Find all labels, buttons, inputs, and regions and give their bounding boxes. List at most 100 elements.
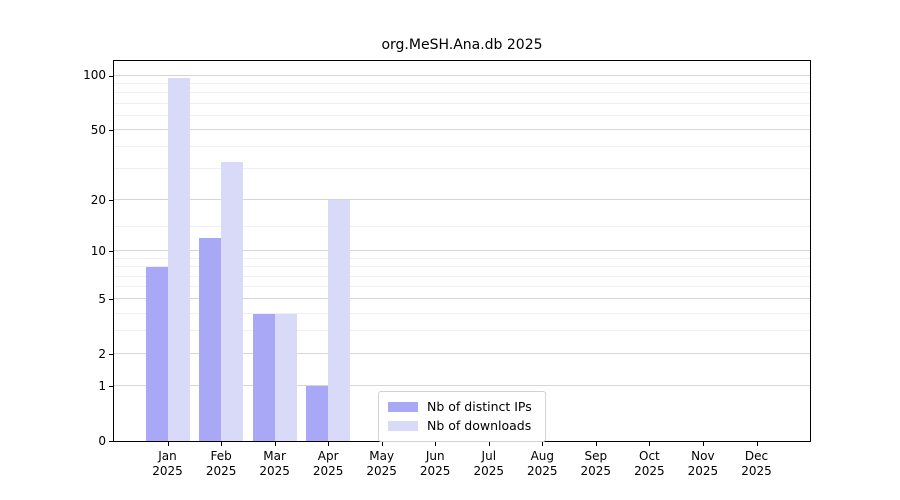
x-tick-label: Aug 2025 bbox=[510, 449, 574, 479]
major-gridline bbox=[114, 250, 810, 252]
plot-area: Nb of distinct IPs Nb of downloads bbox=[113, 60, 811, 442]
y-tick-mark bbox=[109, 299, 113, 301]
minor-gridline bbox=[114, 266, 810, 268]
minor-gridline bbox=[114, 286, 810, 288]
bar-distinct-ips bbox=[199, 238, 222, 441]
x-tick-label: Jun 2025 bbox=[403, 449, 467, 479]
minor-gridline bbox=[114, 114, 810, 116]
y-tick-label: 10 bbox=[90, 243, 106, 258]
y-tick-label: 0 bbox=[98, 433, 106, 448]
x-tick-year: 2025 bbox=[152, 464, 183, 478]
legend-item-distinct-ips: Nb of distinct IPs bbox=[388, 397, 536, 416]
x-tick-mark bbox=[328, 442, 330, 446]
x-tick-year: 2025 bbox=[634, 464, 665, 478]
x-tick-mark bbox=[542, 442, 544, 446]
x-tick-month: Sep bbox=[584, 449, 608, 463]
legend-label-downloads: Nb of downloads bbox=[427, 418, 532, 433]
x-tick-mark bbox=[381, 442, 383, 446]
x-tick-month: Jul bbox=[481, 449, 497, 463]
x-tick-label: Jul 2025 bbox=[457, 449, 521, 479]
x-tick-year: 2025 bbox=[205, 464, 237, 478]
x-tick-month: Jun bbox=[425, 449, 445, 463]
y-tick-mark bbox=[109, 130, 113, 131]
major-gridline bbox=[114, 298, 810, 300]
major-gridline bbox=[114, 353, 810, 355]
minor-gridline bbox=[114, 275, 810, 277]
major-gridline bbox=[114, 199, 810, 201]
x-tick-mark bbox=[649, 442, 651, 446]
minor-gridline bbox=[114, 257, 810, 259]
major-gridline bbox=[114, 385, 810, 387]
bar-downloads bbox=[167, 78, 190, 441]
x-tick-year: 2025 bbox=[259, 464, 290, 478]
x-tick-mark bbox=[435, 442, 437, 446]
major-gridline bbox=[114, 74, 810, 76]
bar-downloads bbox=[221, 162, 244, 441]
x-tick-year: 2025 bbox=[366, 464, 397, 478]
minor-gridline bbox=[114, 330, 810, 332]
x-tick-label: May 2025 bbox=[350, 449, 414, 479]
y-tick-label: 2 bbox=[98, 346, 106, 361]
x-tick-month: Aug bbox=[530, 449, 555, 463]
x-tick-mark bbox=[167, 442, 169, 446]
x-tick-label: Apr 2025 bbox=[296, 449, 360, 479]
x-tick-label: Sep 2025 bbox=[564, 449, 628, 479]
x-tick-year: 2025 bbox=[312, 464, 344, 478]
bar-distinct-ips bbox=[145, 267, 168, 441]
x-tick-month: May bbox=[369, 449, 395, 463]
legend-item-downloads: Nb of downloads bbox=[388, 416, 536, 435]
x-tick-label: Oct 2025 bbox=[617, 449, 681, 479]
y-tick-label: 1 bbox=[98, 378, 106, 393]
x-tick-month: Oct bbox=[639, 449, 660, 463]
y-tick-mark bbox=[109, 386, 113, 388]
minor-gridline bbox=[114, 312, 810, 314]
x-tick-mark bbox=[488, 442, 490, 446]
minor-gridline bbox=[114, 168, 810, 170]
x-tick-month: Apr bbox=[317, 449, 339, 463]
y-tick-label: 20 bbox=[90, 192, 106, 207]
y-tick-label: 100 bbox=[83, 68, 106, 83]
x-tick-mark bbox=[595, 442, 597, 446]
x-tick-year: 2025 bbox=[580, 464, 612, 478]
x-tick-label: Nov 2025 bbox=[671, 449, 735, 479]
x-tick-label: Feb 2025 bbox=[189, 449, 253, 479]
y-tick-mark bbox=[109, 441, 113, 442]
x-tick-year: 2025 bbox=[527, 464, 558, 478]
x-tick-month: Feb bbox=[210, 449, 232, 463]
legend-swatch-downloads bbox=[388, 420, 418, 431]
x-tick-mark bbox=[702, 442, 704, 446]
y-tick-mark bbox=[109, 200, 113, 202]
y-tick-label: 5 bbox=[98, 291, 106, 306]
x-tick-mark bbox=[274, 442, 276, 446]
legend-label-distinct-ips: Nb of distinct IPs bbox=[427, 399, 532, 414]
minor-gridline bbox=[114, 102, 810, 104]
x-tick-mark bbox=[756, 442, 758, 446]
x-tick-year: 2025 bbox=[741, 464, 772, 478]
bar-distinct-ips bbox=[306, 386, 329, 441]
x-tick-month: Nov bbox=[691, 449, 715, 463]
x-tick-year: 2025 bbox=[419, 464, 451, 478]
y-tick-mark bbox=[109, 75, 113, 77]
x-tick-mark bbox=[221, 442, 223, 446]
legend-swatch-distinct-ips bbox=[388, 401, 418, 412]
x-tick-label: Dec 2025 bbox=[725, 449, 789, 479]
x-tick-label: Jan 2025 bbox=[136, 449, 200, 479]
bar-downloads bbox=[274, 313, 297, 441]
chart-title: org.MeSH.Ana.db 2025 bbox=[381, 37, 543, 53]
x-tick-year: 2025 bbox=[473, 464, 505, 478]
major-gridline bbox=[114, 129, 810, 130]
x-tick-month: Jan bbox=[158, 449, 177, 463]
minor-gridline bbox=[114, 225, 810, 227]
minor-gridline bbox=[114, 92, 810, 94]
y-tick-label: 50 bbox=[90, 122, 106, 137]
x-tick-year: 2025 bbox=[687, 464, 719, 478]
bar-distinct-ips bbox=[252, 313, 275, 441]
y-tick-mark bbox=[109, 251, 113, 253]
minor-gridline bbox=[114, 146, 810, 148]
x-tick-label: Mar 2025 bbox=[243, 449, 307, 479]
minor-gridline bbox=[114, 83, 810, 85]
x-tick-month: Dec bbox=[744, 449, 769, 463]
x-tick-month: Mar bbox=[263, 449, 286, 463]
legend: Nb of distinct IPs Nb of downloads bbox=[378, 391, 546, 442]
